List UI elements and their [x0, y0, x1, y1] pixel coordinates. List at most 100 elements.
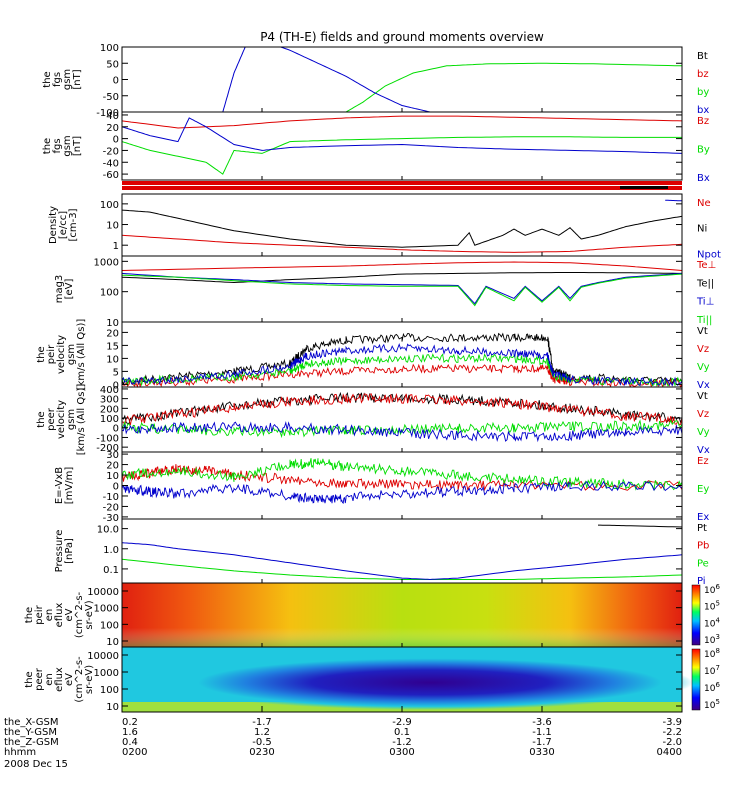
- y-tick-label: 10: [106, 354, 119, 365]
- y-axis-title: thepeerenefluxeV(cm^2-s-sr-eV): [24, 656, 95, 703]
- x-row-value: -3.6: [532, 717, 552, 728]
- y-tick-label: -100: [96, 433, 119, 444]
- y-tick-label: -60: [103, 170, 119, 181]
- colorbar-label: 105: [704, 698, 720, 711]
- series-Ey-line: [121, 458, 683, 492]
- x-row-value: -3.9: [662, 717, 682, 728]
- y-axis-title: Density[e/cc][cm-3]: [48, 206, 79, 244]
- legend-bx: bx: [697, 105, 709, 116]
- panel-5: 20 15 10 5 0 thepeirvelocitygsm[km/s (All Qs)…: [36, 319, 710, 392]
- x-row-value: 0.2: [122, 717, 138, 728]
- y-tick-label: 10: [106, 471, 119, 482]
- series-Ti||-line: [121, 273, 683, 307]
- y-tick-label: 0: [113, 135, 119, 146]
- y-tick-label: -30: [103, 513, 119, 524]
- legend-Ni: Ni: [697, 224, 707, 235]
- y-tick-label: 10: [106, 637, 119, 648]
- legend-Ey: Ey: [697, 484, 709, 495]
- legend-bz: bz: [697, 69, 709, 80]
- series-Npot-line: [665, 199, 682, 202]
- colorbar-label: 107: [704, 664, 720, 677]
- y-tick-label: 10: [106, 221, 119, 232]
- spectrogram-peir-low-band: [122, 583, 682, 647]
- colorbar: [691, 648, 701, 711]
- x-row-value: -2.0: [662, 737, 682, 748]
- legend-Ne: Ne: [697, 198, 711, 209]
- y-tick-label: 0: [113, 76, 119, 87]
- y-axis-title: thepeervelocitygsm[km/s (All Qs)]: [36, 384, 87, 456]
- colorbar: [691, 584, 701, 646]
- y-axis-title: E=-VxB[mV/m]: [54, 467, 75, 505]
- panel-9: 106 105 104 103 10000 1000 100 10 thepeireneflux…: [24, 582, 720, 648]
- x-row-value: 1.6: [122, 727, 138, 738]
- legend-Vz: Vz: [697, 344, 709, 355]
- date-label: 2008 Dec 15: [4, 759, 68, 770]
- colorbar-label: 108: [704, 647, 720, 660]
- legend-Ez: Ez: [697, 456, 709, 467]
- y-tick-label: 100: [100, 685, 119, 696]
- series-Vy-line: [121, 353, 683, 388]
- series-Ti⊥-line: [121, 272, 683, 305]
- y-tick-label: 20: [106, 461, 119, 472]
- y-tick-label: 10: [106, 318, 119, 329]
- y-axis-title: thefgsgsm[nT]: [42, 69, 83, 90]
- y-tick-label: 100: [100, 43, 119, 54]
- status-bar-black: [620, 186, 668, 189]
- x-row-value: -0.5: [252, 737, 272, 748]
- panel-4: 1000 100 10 mag3[eV] Te⊥ Te|| Ti⊥ Ti||: [54, 255, 716, 329]
- x-row-value: -1.1: [532, 727, 552, 738]
- y-tick-label: 100: [100, 620, 119, 631]
- series-By-line: [121, 136, 682, 175]
- status-bar-red-2: [122, 186, 682, 190]
- legend-Vt: Vt: [697, 326, 708, 337]
- y-axis-title: Pressure[nPa]: [54, 530, 75, 573]
- legend-Pb: Pb: [697, 541, 709, 552]
- colorbar-label: 106: [704, 681, 720, 694]
- series-Vx-line: [121, 421, 683, 443]
- y-tick-label: -20: [103, 502, 119, 513]
- legend-Npot: Npot: [697, 249, 721, 260]
- legend-Ti||: Ti||: [696, 315, 712, 326]
- y-tick-label: 100: [100, 414, 119, 425]
- series-Vz-line: [122, 392, 683, 427]
- legend-Bt: Bt: [697, 51, 708, 62]
- x-row-label-3: hhmm: [4, 747, 36, 758]
- x-row-value: 0400: [657, 747, 682, 758]
- x-row-value: 0300: [389, 747, 414, 758]
- series-Vx-line: [121, 343, 683, 387]
- y-tick-label: 15: [106, 341, 119, 352]
- y-tick-label: 1: [113, 241, 119, 252]
- y-tick-label: 30: [106, 450, 119, 461]
- legend-Ti⊥: Ti⊥: [696, 297, 714, 308]
- series-Te||-line: [121, 272, 682, 284]
- x-row-value: 0.1: [394, 727, 410, 738]
- y-tick-label: -200: [96, 443, 119, 454]
- y-axis-title: thepeirvelocitygsm[km/s (All Qs)]: [36, 319, 87, 391]
- panel-3: 100 10 1 Density[e/cc][cm-3] Ne Ni Npot: [48, 193, 721, 260]
- chart-title: P4 (TH-E) fields and ground moments over…: [260, 30, 544, 44]
- panel-1: 100 50 0 -50 -100 thefgsgsm[nT] Bt bz by bx: [42, 43, 709, 119]
- y-tick-label: 10000: [87, 587, 119, 598]
- legend-Bx: Bx: [697, 173, 710, 184]
- colorbar-label: 103: [704, 633, 720, 646]
- y-tick-label: 1.0: [103, 545, 119, 556]
- y-tick-label: 0: [113, 482, 119, 493]
- legend-Vz: Vz: [697, 409, 709, 420]
- colorbar-label: 105: [704, 600, 720, 613]
- y-tick-label: 400: [100, 385, 119, 396]
- y-axis-title: thefgsgsm[nT]: [42, 135, 83, 156]
- y-tick-label: 20: [106, 328, 119, 339]
- legend-Pi: Pi: [697, 576, 706, 587]
- y-tick-label: 50: [106, 59, 119, 70]
- legend-by: by: [697, 87, 709, 98]
- series-bx-line: [222, 46, 431, 113]
- y-tick-label: 1000: [94, 668, 119, 679]
- y-tick-label: 0.1: [103, 565, 119, 576]
- series-Te⊥-line: [121, 261, 683, 271]
- legend-Pe: Pe: [697, 558, 709, 569]
- legend-Vx: Vx: [697, 445, 710, 456]
- y-tick-label: -50: [103, 92, 119, 103]
- x-row-value: 1.2: [254, 727, 270, 738]
